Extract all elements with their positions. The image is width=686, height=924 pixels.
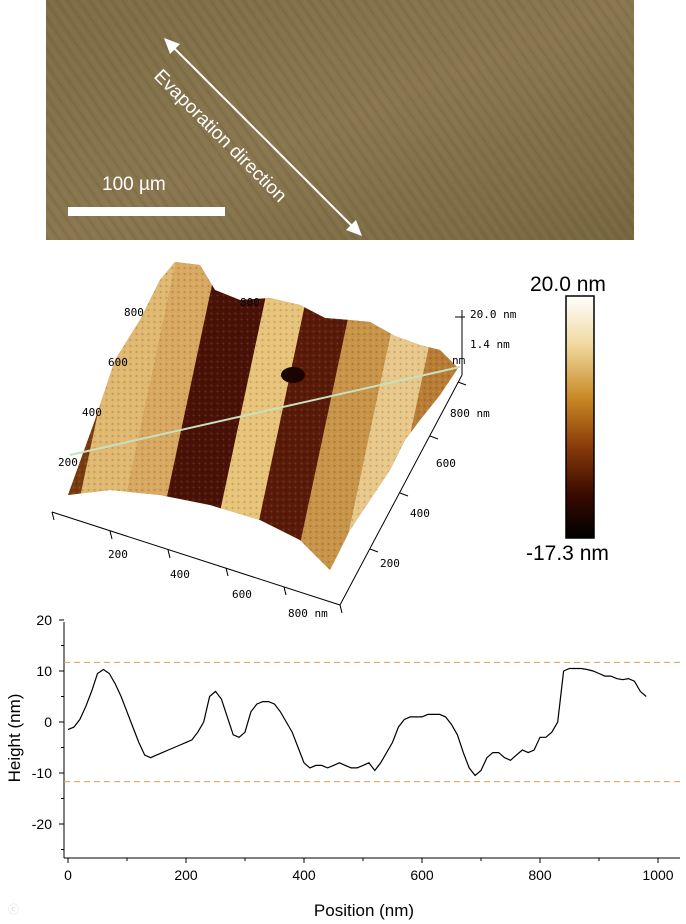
afm-front-ticks [51,381,467,614]
afm-back-tick-800-left: 800 [124,306,144,319]
afm-z-mid: 1.4 nm [470,338,510,351]
afm-y-tick-800: 800 nm [450,407,490,420]
y-tick-label--20: -20 [32,816,52,832]
x-axis-label: Position (nm) [314,901,414,920]
colorbar-min-label: -17.3 nm [526,542,609,565]
afm-y-tick-400: 400 [410,507,430,520]
colorbar-max-label: 20.0 nm [530,273,606,296]
afm-x-tick-200: 200 [108,548,128,561]
y-tick-label-0: 0 [44,714,52,730]
watermark: ⓒ [8,904,19,916]
profile-series-line [67,667,647,777]
x-tick-label-0: 0 [64,867,72,883]
y-tick-label-20: 20 [36,612,52,628]
afm-back-tick-200: 200 [58,456,78,469]
micrograph-texture [46,0,634,240]
afm-y-tick-200: 200 [380,557,400,570]
afm-z-unit: nm [452,354,466,367]
x-tick-label-600: 600 [410,867,434,883]
afm-3d-surface: 200 400 600 800 nm 200 400 600 800 nm 20… [51,262,517,620]
afm-x-tick-400: 400 [170,568,190,581]
afm-back-tick-800-top: 800 [240,296,260,309]
x-tick-label-400: 400 [292,867,316,883]
afm-back-tick-400: 400 [82,406,102,419]
y-tick-label-10: 10 [36,663,52,679]
x-tick-label-1000: 1000 [642,867,673,883]
y-axis-label: Height (nm) [5,694,24,783]
colorbar-scale [565,295,595,539]
optical-micrograph: 100 µm Evaporation direction [46,0,634,240]
y-tick-label--10: -10 [32,765,52,781]
scale-bar [68,207,225,216]
afm-back-tick-600: 600 [108,356,128,369]
afm-y-tick-600: 600 [436,457,456,470]
height-colorbar: 20.0 nm -17.3 nm [526,273,609,565]
plot-area: 0 200 400 600 800 1000 20 10 0 -10 -20 [32,612,680,883]
x-tick-label-200: 200 [174,867,198,883]
profile-section-line [69,366,461,456]
x-tick-label-800: 800 [528,867,552,883]
afm-x-tick-800: 800 nm [288,607,328,620]
afm-z-max: 20.0 nm [470,308,517,321]
afm-x-tick-600: 600 [232,588,252,601]
scale-bar-label: 100 µm [102,174,166,195]
direction-arrow [164,38,362,236]
